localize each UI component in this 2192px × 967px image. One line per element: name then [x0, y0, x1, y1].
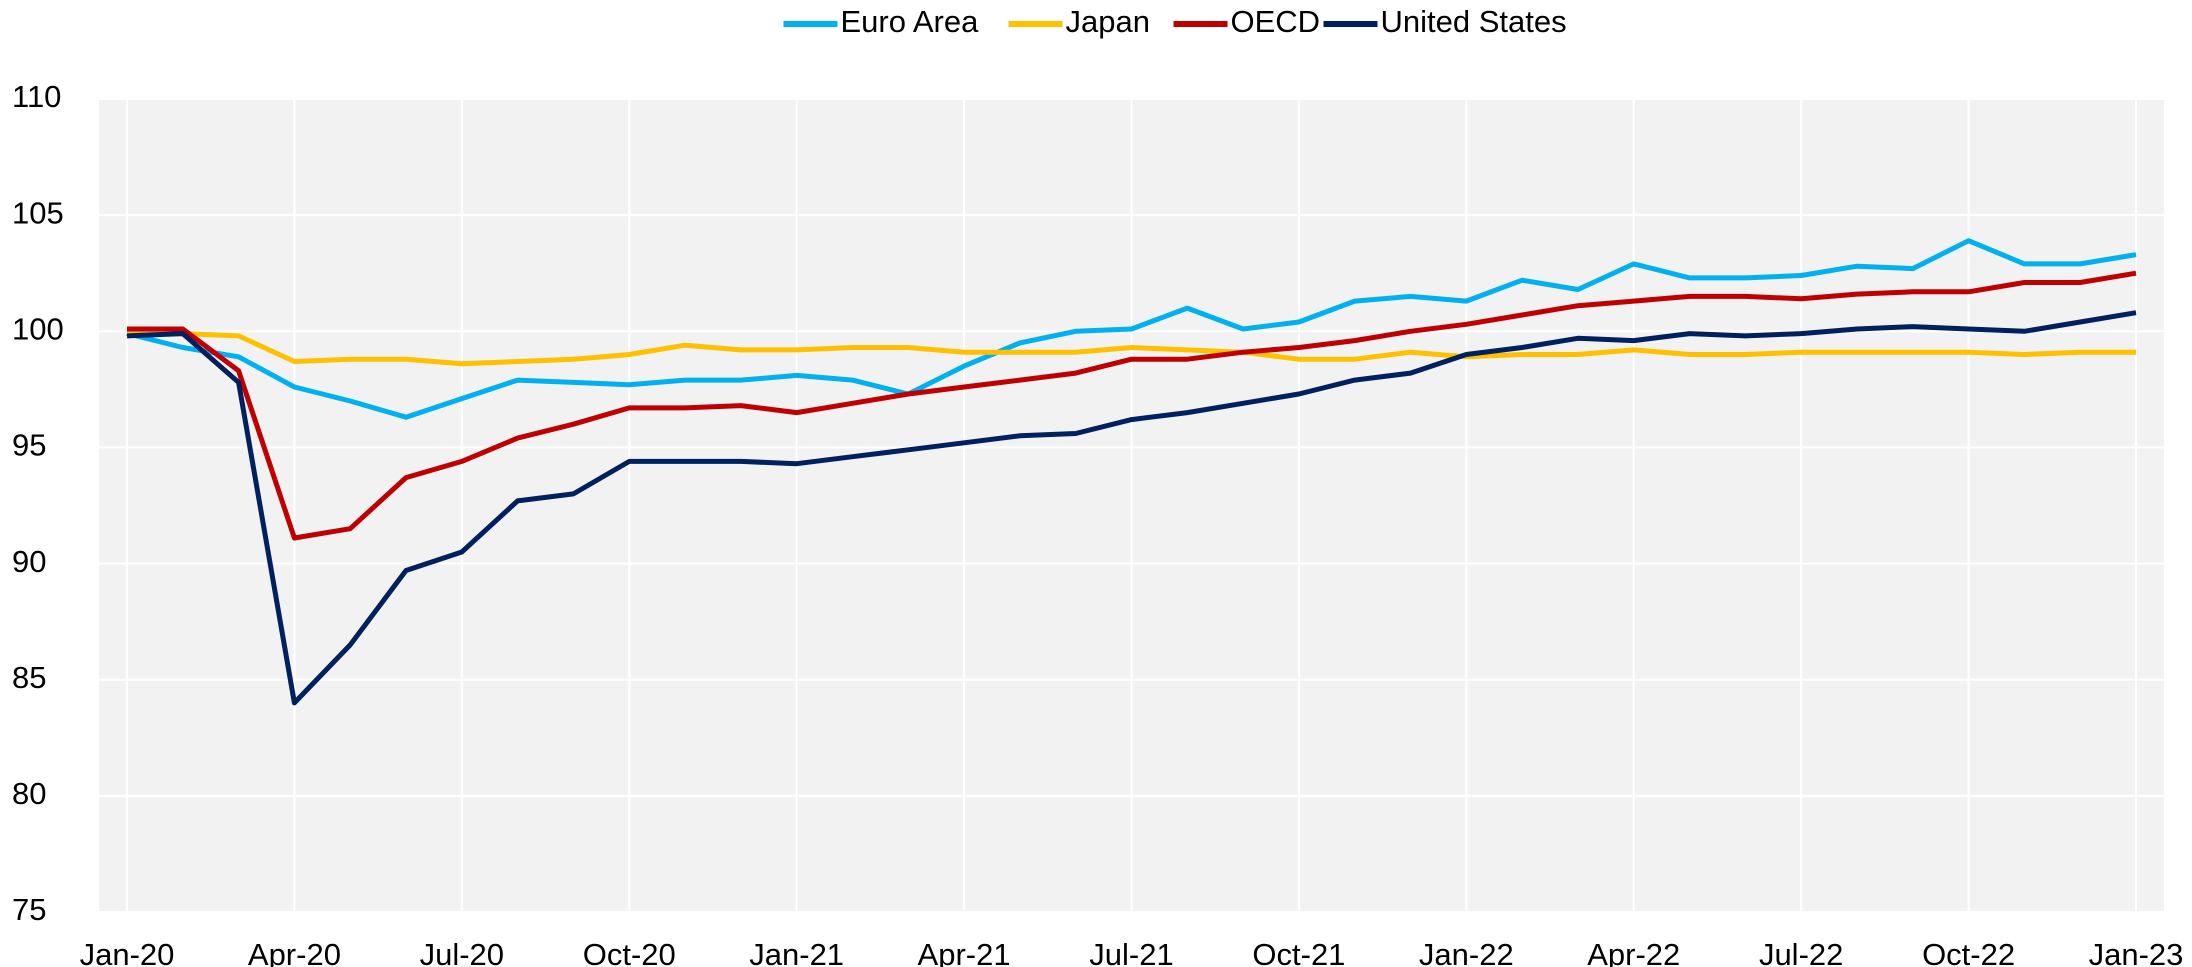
legend-label: United States	[1381, 4, 1567, 39]
series-line	[126, 310, 2137, 706]
x-tick-label: Apr-21	[918, 937, 1011, 967]
legend-label: Euro Area	[841, 4, 980, 39]
x-tick-label: Jan-21	[749, 937, 844, 967]
x-tick-label: Jan-23	[2089, 937, 2184, 967]
series-line	[127, 270, 2137, 541]
x-tick-label: Jul-20	[420, 937, 504, 967]
y-tick-label: 80	[12, 776, 46, 811]
y-tick-label: 90	[12, 544, 46, 579]
y-tick-label: 95	[12, 428, 46, 463]
y-tick-label: 100	[12, 311, 64, 346]
x-tick-label: Oct-21	[1252, 937, 1345, 967]
y-tick-label: 85	[12, 660, 46, 695]
x-tick-label: Apr-22	[1587, 937, 1680, 967]
y-tick-label: 75	[12, 892, 46, 927]
x-tick-label: Oct-22	[1922, 937, 2015, 967]
x-tick-label: Oct-20	[583, 937, 676, 967]
y-tick-label: 110	[12, 79, 61, 114]
series-line	[127, 331, 2136, 367]
x-tick-label: Jul-21	[1089, 937, 1173, 967]
x-tick-label: Jan-20	[80, 937, 175, 967]
y-tick-label: 105	[12, 195, 64, 230]
x-tick-label: Apr-20	[248, 937, 341, 967]
series-line	[126, 238, 2137, 420]
x-tick-label: Jan-22	[1419, 937, 1514, 967]
legend-label: OECD	[1231, 4, 1321, 39]
legend-label: Japan	[1066, 4, 1150, 39]
x-tick-label: Jul-22	[1759, 937, 1843, 967]
